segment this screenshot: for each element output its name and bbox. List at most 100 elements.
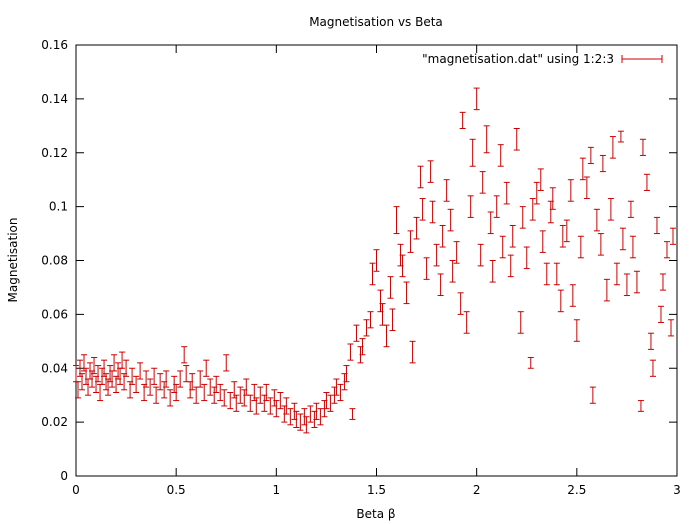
error-bar — [247, 394, 254, 412]
error-bar — [233, 394, 240, 412]
error-bar — [603, 278, 610, 302]
error-bar — [593, 208, 600, 232]
error-bar — [157, 373, 164, 391]
error-bar — [429, 200, 436, 224]
error-bar — [507, 254, 514, 278]
x-tick-label: 0.5 — [167, 483, 186, 497]
error-bar — [457, 292, 464, 315]
error-bar — [227, 391, 234, 410]
error-bar — [453, 241, 460, 264]
error-bar — [303, 416, 310, 434]
error-bar — [399, 254, 406, 278]
error-bar — [419, 198, 426, 221]
error-bar — [119, 351, 126, 369]
error-bar — [647, 332, 654, 350]
error-bar — [599, 154, 606, 173]
error-bar — [637, 400, 644, 412]
error-bar — [333, 378, 340, 396]
error-bar — [183, 365, 190, 383]
error-bar — [627, 200, 634, 218]
y-axis-label: Magnetisation — [6, 218, 20, 303]
y-tick-label: 0.14 — [41, 92, 68, 106]
error-bar — [543, 262, 550, 286]
error-bar — [369, 262, 376, 286]
error-bar — [483, 125, 490, 154]
error-bar — [307, 405, 314, 423]
error-bar — [623, 273, 630, 297]
error-bar — [111, 354, 118, 372]
error-bar — [173, 383, 180, 402]
y-tick-label: 0.08 — [41, 254, 68, 268]
error-bar — [163, 370, 170, 388]
error-bar — [473, 87, 480, 111]
error-bar — [389, 308, 396, 332]
error-bar — [133, 375, 140, 393]
error-bar — [223, 354, 230, 372]
error-bar — [79, 373, 86, 391]
error-bar — [489, 260, 496, 283]
error-bar — [237, 386, 244, 404]
x-tick-label: 1 — [273, 483, 281, 497]
error-bar — [363, 319, 370, 337]
error-bar — [587, 146, 594, 165]
error-bar — [213, 375, 220, 393]
error-bar — [383, 324, 390, 348]
error-bar — [181, 346, 188, 364]
chart-title: Magnetisation vs Beta — [309, 15, 443, 29]
error-bar — [519, 206, 526, 229]
error-bar — [273, 400, 280, 418]
legend-label: "magnetisation.dat" using 1:2:3 — [422, 52, 614, 66]
x-tick-label: 2.5 — [567, 483, 586, 497]
y-tick-label: 0 — [60, 469, 68, 483]
error-bar — [253, 397, 260, 415]
error-bar — [657, 305, 664, 323]
error-bar — [283, 397, 290, 415]
error-bar — [407, 230, 414, 253]
error-bar — [91, 356, 98, 375]
error-bar — [95, 365, 102, 383]
error-bar — [437, 273, 444, 297]
error-bar — [373, 249, 380, 272]
error-bar — [607, 198, 614, 221]
error-bar — [469, 138, 476, 167]
error-bar — [619, 227, 626, 251]
y-tick-label: 0.1 — [49, 200, 68, 214]
error-bar — [573, 319, 580, 342]
error-bar — [177, 370, 184, 388]
error-bar — [129, 367, 136, 385]
error-bar — [349, 408, 356, 420]
error-bar — [463, 311, 470, 334]
y-tick-label: 0.06 — [41, 307, 68, 321]
x-tick-label: 1.5 — [367, 483, 386, 497]
error-bar — [217, 383, 224, 402]
error-bar — [617, 130, 624, 143]
error-bar — [629, 235, 636, 259]
error-bar — [403, 281, 410, 305]
error-bar — [201, 383, 208, 402]
error-bar — [221, 389, 228, 407]
error-bar — [613, 262, 620, 286]
error-bar — [553, 262, 560, 286]
legend-sample — [621, 55, 663, 63]
error-bar — [151, 367, 158, 385]
error-bar — [633, 270, 640, 294]
error-bar — [577, 235, 584, 259]
error-bar — [597, 233, 604, 256]
error-bar — [459, 111, 466, 130]
y-tick-label: 0.04 — [41, 361, 68, 375]
error-bar — [517, 311, 524, 334]
error-bar — [579, 157, 586, 181]
error-bar — [343, 365, 350, 383]
error-bar — [367, 311, 374, 329]
error-bar — [559, 224, 566, 248]
error-bar — [197, 370, 204, 388]
y-tick-label: 0.12 — [41, 146, 68, 160]
error-bar — [669, 227, 676, 245]
error-bar — [639, 138, 646, 156]
error-bar — [427, 160, 434, 183]
error-bar — [189, 373, 196, 391]
ticks-layer: 0 0.5 1 1.5 2 2.5 3 0 0.02 0.04 0.06 0.08 0.1 0.12 0.1… — [41, 38, 681, 497]
x-tick-label: 3 — [673, 483, 681, 497]
error-bar — [503, 181, 510, 205]
